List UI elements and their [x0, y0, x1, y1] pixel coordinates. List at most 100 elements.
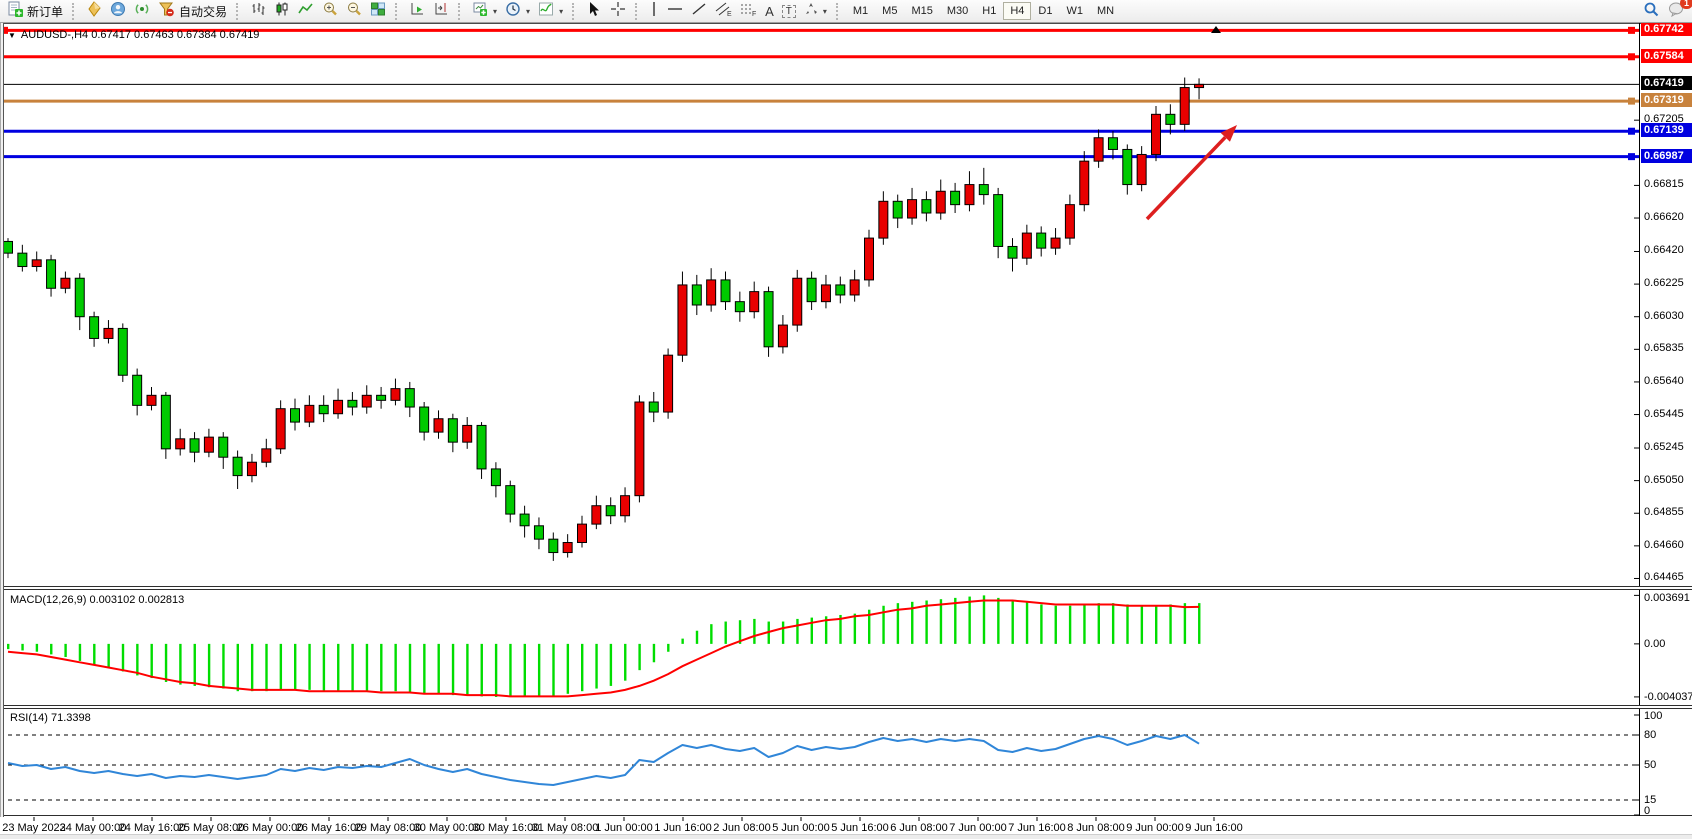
symbol-dropdown-icon[interactable]: ▼ [8, 30, 16, 40]
price-level-tag[interactable]: 0.67584 [1641, 48, 1692, 63]
macd-axis-label: -0.004037 [1644, 690, 1692, 703]
price-level-tag[interactable]: 0.67139 [1641, 123, 1692, 138]
macd-bar [1183, 603, 1187, 644]
zoom-in-button[interactable] [318, 1, 342, 22]
channel-tool-button[interactable]: E [711, 1, 736, 22]
macd-bar [552, 643, 555, 697]
auto-trading-button[interactable]: 自动交易 [154, 1, 231, 22]
auto-scroll-button[interactable] [405, 1, 429, 22]
text-tool-button[interactable]: A [761, 1, 778, 22]
bar-chart-button[interactable] [246, 1, 270, 22]
tf-button-W1[interactable]: W1 [1066, 5, 1083, 17]
search-icon[interactable] [1643, 1, 1660, 23]
crosshair-tool-button[interactable] [606, 1, 630, 22]
macd-panel[interactable] [0, 590, 1692, 705]
macd-bar [207, 643, 211, 688]
price-axis-label: 0.65050 [1644, 473, 1684, 486]
community-button[interactable] [82, 0, 106, 22]
candle-body [691, 284, 702, 306]
svg-text:E: E [727, 11, 732, 17]
tf-button-M15[interactable]: M15 [911, 5, 933, 17]
tf-button-M1[interactable]: M1 [852, 5, 869, 17]
macd-bar [1011, 600, 1014, 644]
panel-separator[interactable] [0, 586, 1692, 590]
rsi-axis-label: 80 [1644, 729, 1657, 741]
candle-body [1136, 153, 1147, 186]
macd-bar [810, 617, 813, 644]
tf-button-H1[interactable]: H1 [982, 5, 997, 17]
macd-bar [537, 643, 541, 697]
zoom-out-button[interactable] [342, 1, 366, 22]
rsi-panel[interactable] [0, 709, 1692, 816]
annotation-arrow-head [1220, 125, 1237, 142]
macd-bar [64, 643, 67, 658]
chevron-down-icon[interactable]: ▾ [526, 6, 531, 16]
price-level-tag[interactable]: 0.67319 [1641, 93, 1692, 108]
auto-trading-label: 自动交易 [179, 4, 228, 19]
vertical-line-tool-button[interactable] [645, 1, 663, 22]
chart-shift-button[interactable] [429, 1, 453, 22]
macd-bar [595, 643, 598, 689]
rsi-canvas[interactable] [0, 709, 1640, 816]
price-level-tag[interactable]: 0.66987 [1641, 148, 1692, 163]
price-axis-label: 0.66225 [1644, 277, 1684, 290]
horizontal-line-tool-button[interactable] [663, 1, 687, 22]
chevron-down-icon[interactable]: ▾ [559, 6, 564, 16]
profile-button[interactable] [106, 1, 130, 22]
tf-button-D1[interactable]: D1 [1038, 5, 1053, 17]
line-chart-button[interactable] [294, 1, 318, 22]
cursor-icon [586, 1, 602, 22]
price-chart-canvas[interactable] [0, 24, 1640, 587]
trendline-tool-button[interactable] [687, 1, 711, 22]
periods-button[interactable]: ▾ [501, 1, 534, 22]
candlestick-chart-button[interactable] [270, 1, 294, 22]
macd-bar [50, 643, 53, 655]
macd-canvas[interactable] [0, 590, 1640, 705]
candle-body [1064, 204, 1075, 239]
text-label-icon: T [781, 4, 796, 18]
fibonacci-tool-button[interactable]: F [736, 1, 761, 22]
signals-button[interactable] [130, 1, 154, 22]
channel-icon: E [715, 1, 732, 22]
tf-button-M30[interactable]: M30 [946, 5, 969, 17]
time-axis-label: 25 May 08:00 [177, 822, 245, 834]
time-axis[interactable] [0, 817, 1692, 839]
time-axis-label: 26 May 00:00 [236, 822, 304, 834]
candle-body [74, 277, 85, 318]
tf-button-MN[interactable]: MN [1096, 5, 1115, 17]
candle-body [792, 277, 803, 326]
tf-button-H4[interactable]: H4 [1003, 2, 1032, 20]
price-axis-label: 0.65445 [1644, 407, 1684, 420]
price-chart-panel[interactable] [0, 23, 1692, 586]
candle-body [447, 418, 458, 443]
tile-windows-icon [370, 1, 386, 22]
candle-body [734, 301, 745, 313]
indicators-button[interactable]: ▾ [534, 1, 567, 22]
time-axis-canvas[interactable] [0, 817, 1640, 839]
tf-button-M5[interactable]: M5 [882, 5, 898, 17]
price-axis-label: 0.65640 [1644, 374, 1684, 387]
new-order-icon [7, 1, 23, 22]
text-label-tool-button[interactable]: T [778, 1, 800, 22]
price-axis-label: 0.65835 [1644, 342, 1684, 355]
price-level-tag[interactable]: 0.67419 [1641, 76, 1692, 91]
panel-separator[interactable] [0, 705, 1692, 709]
candle-body [189, 438, 200, 453]
macd-bar [423, 643, 426, 694]
chevron-down-icon[interactable]: ▾ [822, 6, 827, 16]
new-order-button[interactable]: 新订单 [3, 1, 67, 22]
tile-windows-button[interactable] [366, 1, 390, 22]
macd-bar [1040, 604, 1043, 644]
new-chart-button[interactable]: ▾ [468, 1, 501, 22]
price-axis-label: 0.66620 [1644, 211, 1684, 224]
cursor-tool-button[interactable] [582, 1, 606, 22]
arrows-tool-button[interactable]: ▾ [800, 1, 831, 22]
toolbar-separator [835, 2, 843, 20]
macd-bar [107, 643, 110, 668]
bar-chart-icon [250, 1, 266, 22]
notifications-button[interactable]: 1 [1668, 0, 1692, 22]
price-level-tag[interactable]: 0.67742 [1641, 22, 1692, 37]
macd-bar [868, 609, 871, 644]
time-axis-label: 2 Jun 08:00 [713, 822, 771, 834]
chevron-down-icon[interactable]: ▾ [493, 6, 498, 16]
